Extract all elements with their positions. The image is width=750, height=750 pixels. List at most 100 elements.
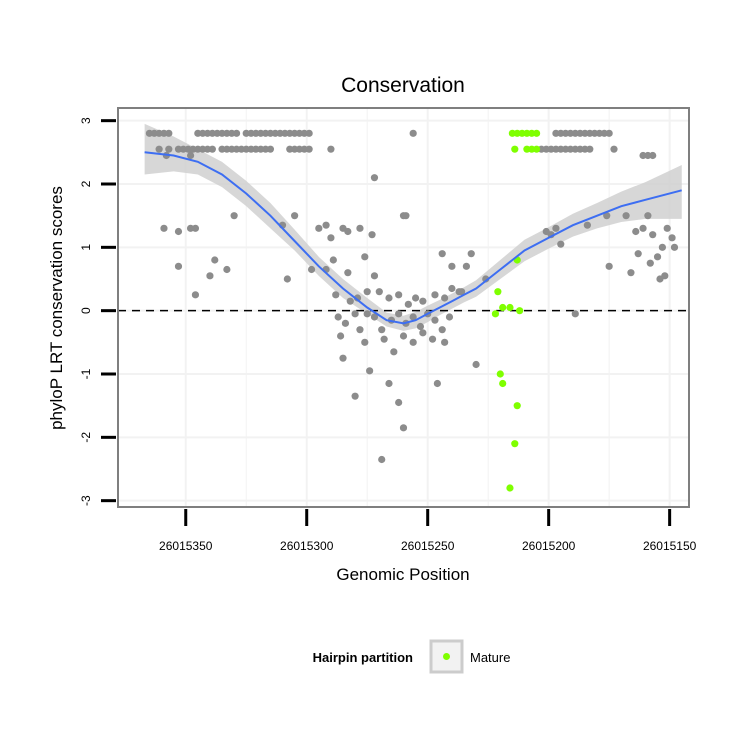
hairpin-point: [583, 221, 591, 229]
hairpin-point: [419, 297, 427, 305]
hairpin-point: [291, 212, 299, 220]
hairpin-point: [448, 262, 456, 270]
hairpin-point: [346, 297, 354, 305]
smooth-line: [144, 151, 682, 325]
hairpin-point: [230, 212, 238, 220]
hairpin-point: [375, 288, 383, 296]
hairpin-point: [639, 224, 647, 232]
mature-point: [511, 440, 519, 448]
hairpin-point: [395, 310, 403, 318]
hairpin-point: [334, 313, 342, 321]
hairpin-point: [206, 272, 214, 280]
hairpin-point: [603, 212, 611, 220]
hairpin-point: [431, 316, 439, 324]
hairpin-point: [649, 151, 657, 160]
hairpin-point: [385, 379, 393, 388]
mature-point: [511, 145, 519, 153]
hairpin-point: [399, 332, 408, 340]
hairpin-point: [186, 151, 195, 160]
hairpin-point: [622, 212, 630, 220]
hairpin-point: [482, 275, 490, 283]
hairpin-point: [552, 224, 560, 232]
mature-point: [532, 145, 541, 153]
hairpin-point: [174, 227, 183, 236]
hairpin-point: [305, 145, 313, 153]
hairpin-point: [409, 338, 417, 346]
scatter-points: [145, 129, 679, 492]
hairpin-point: [409, 129, 417, 137]
x-tick-label: 26015300: [280, 539, 334, 553]
chart-title: Conservation: [341, 74, 465, 97]
hairpin-point: [670, 243, 679, 251]
hairpin-point: [332, 291, 340, 299]
hairpin-point: [366, 367, 374, 375]
hairpin-point: [438, 326, 446, 334]
y-tick-label: -1: [79, 368, 93, 379]
hairpin-point: [457, 288, 466, 296]
hairpin-point: [351, 392, 359, 400]
hairpin-point: [327, 234, 335, 242]
hairpin-point: [428, 335, 437, 343]
hairpin-point: [266, 145, 275, 153]
x-tick-label: 26015200: [522, 539, 576, 553]
hairpin-point: [399, 424, 408, 432]
hairpin-point: [223, 265, 231, 274]
hairpin-point: [395, 291, 403, 299]
hairpin-point: [322, 221, 330, 229]
hairpin-point: [419, 329, 427, 337]
mature-point: [506, 484, 514, 492]
hairpin-point: [174, 262, 183, 270]
hairpin-point: [385, 294, 393, 302]
hairpin-point: [305, 129, 313, 137]
hairpin-point: [155, 145, 163, 153]
y-tick-label: 3: [79, 117, 93, 124]
hairpin-point: [165, 129, 173, 137]
hairpin-point: [634, 250, 642, 258]
hairpin-point: [433, 379, 441, 388]
hairpin-point: [646, 259, 654, 267]
hairpin-point: [191, 224, 200, 232]
hairpin-point: [441, 294, 449, 302]
mature-point: [491, 310, 500, 318]
hairpin-point: [402, 212, 410, 220]
hairpin-point: [462, 262, 471, 270]
hairpin-point: [663, 224, 671, 232]
plot-panel-border: [117, 107, 690, 508]
y-tick-label: -3: [79, 495, 93, 506]
mature-point: [516, 307, 524, 315]
hairpin-point: [351, 310, 359, 318]
hairpin-point: [409, 313, 417, 321]
y-tick-label: -2: [79, 432, 93, 443]
x-tick-label: 26015350: [159, 539, 213, 553]
y-tick-label: 2: [79, 180, 93, 187]
hairpin-point: [370, 272, 379, 280]
hairpin-point: [283, 275, 291, 283]
hairpin-point: [441, 338, 449, 346]
hairpin-point: [472, 360, 480, 369]
hairpin-point: [370, 313, 379, 321]
hairpin-point: [610, 145, 618, 153]
hairpin-point: [160, 224, 168, 232]
hairpin-point: [356, 224, 364, 232]
y-tick-label: 1: [79, 244, 93, 251]
hairpin-point: [431, 291, 439, 299]
hairpin-point: [416, 322, 425, 331]
hairpin-point: [668, 234, 676, 242]
hairpin-point: [627, 269, 635, 277]
hairpin-point: [361, 253, 369, 261]
hairpin-point: [658, 243, 666, 251]
hairpin-point: [165, 145, 173, 153]
confidence-band: [144, 123, 682, 331]
hairpin-point: [356, 326, 364, 334]
hairpin-point: [370, 174, 379, 182]
hairpin-point: [344, 227, 352, 236]
hairpin-point: [363, 310, 371, 318]
hairpin-point: [315, 224, 323, 232]
x-tick-label: 26015250: [401, 539, 455, 553]
hairpin-point: [411, 294, 420, 302]
legend-title: Hairpin partition: [313, 650, 413, 665]
hairpin-point: [344, 269, 352, 277]
hairpin-point: [378, 326, 386, 334]
hairpin-point: [649, 231, 657, 239]
